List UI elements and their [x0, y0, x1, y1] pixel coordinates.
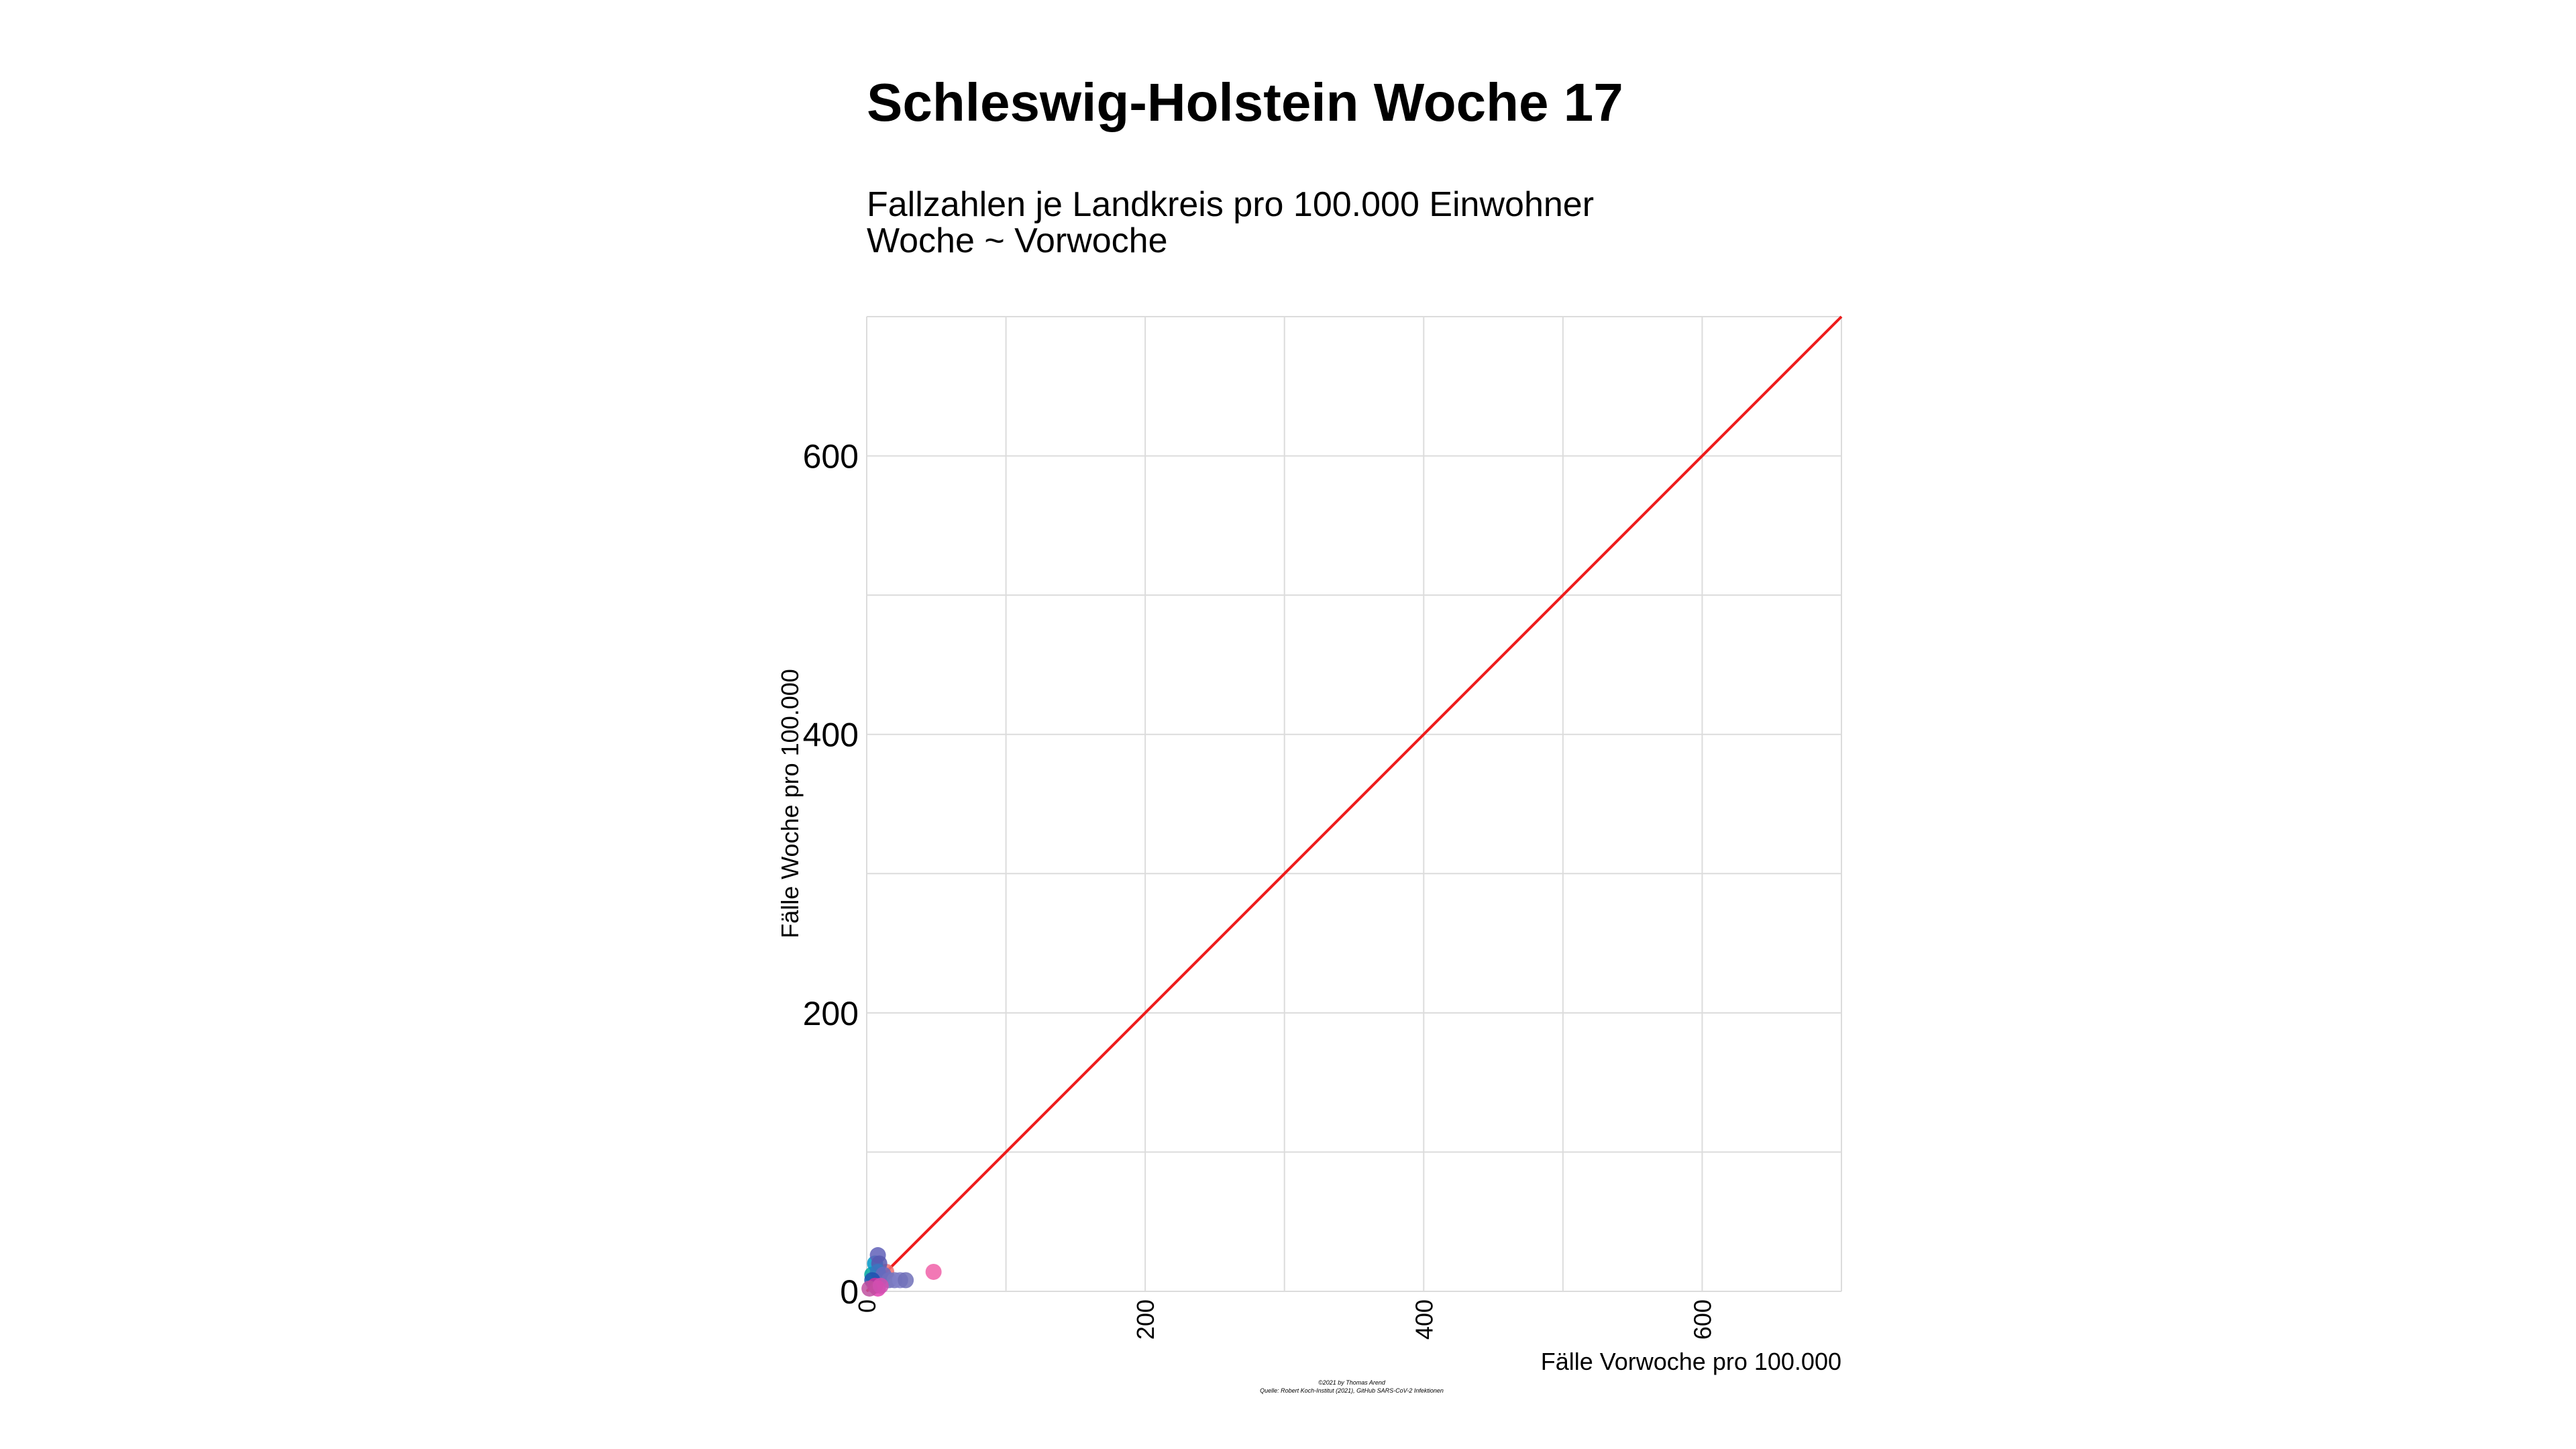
chart-subtitle-line-2: Woche ~ Vorwoche [867, 221, 1168, 260]
y-tick-label: 0 [840, 1273, 859, 1311]
caption-copyright: ©2021 by Thomas Arend [1318, 1379, 1386, 1386]
y-tick-label: 600 [803, 438, 859, 476]
grid-lines [866, 316, 1842, 1292]
x-tick-label: 600 [1688, 1299, 1716, 1340]
data-point [925, 1263, 942, 1280]
y-tick-label: 200 [803, 995, 859, 1032]
chart-title: Schleswig-Holstein Woche 17 [867, 72, 1623, 132]
x-axis-ticks: 0 200 400 600 [853, 1299, 1716, 1340]
y-axis-label: Fälle Woche pro 100.000 [776, 669, 804, 938]
y-axis-ticks: 0 200 400 600 [803, 438, 859, 1311]
chart-subtitle-line-1: Fallzahlen je Landkreis pro 100.000 Einw… [867, 185, 1594, 224]
x-axis-label: Fälle Vorwoche pro 100.000 [1541, 1348, 1841, 1375]
caption-source: Quelle: Robert Koch-Institut (2021), Git… [1260, 1387, 1444, 1394]
y-tick-label: 400 [803, 716, 859, 754]
data-point [898, 1272, 914, 1289]
data-point [872, 1277, 889, 1294]
data-points [861, 1247, 942, 1297]
plot-area [861, 315, 1843, 1297]
reference-line [865, 315, 1843, 1293]
x-tick-label: 400 [1410, 1299, 1438, 1340]
identity-reference-line [865, 315, 1843, 1293]
x-tick-label: 200 [1132, 1299, 1159, 1340]
x-tick-label: 0 [853, 1299, 881, 1313]
